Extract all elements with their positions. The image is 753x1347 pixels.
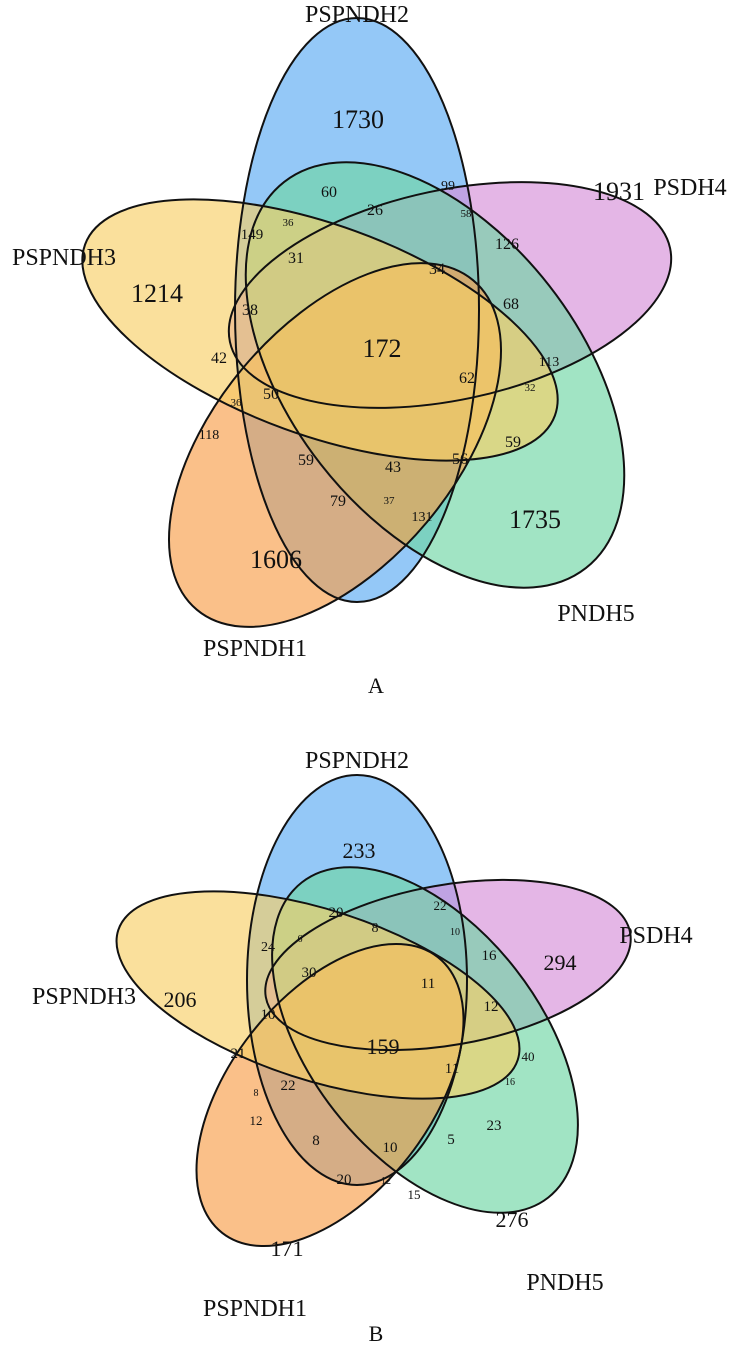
count-label: 171 [271,1236,304,1261]
count-label: 131 [412,510,433,525]
count-label: 34 [429,261,445,278]
ellipse-pspndh3 [116,891,520,1099]
count-label: 8 [372,921,379,936]
ellipse-pspndh3-outline [81,198,559,462]
count-label: 294 [544,950,577,975]
count-label: 172 [363,334,402,363]
ellipse-pspndh1-outline [168,262,502,628]
count-label: 40 [522,1049,535,1064]
count-label: 22 [434,898,447,913]
count-label: 22 [281,1078,296,1094]
count-label: 11 [421,976,435,992]
venn-ellipses-a [81,17,673,628]
panel-caption-b: B [369,1321,384,1346]
count-label: 1931 [593,177,645,206]
venn-ellipses-b [115,774,632,1248]
count-label: 30 [302,965,317,981]
set-label-pspndh1: PSPNDH1 [203,1296,307,1322]
count-label: 1735 [509,505,561,534]
count-label: 10 [383,1140,398,1156]
count-label: 68 [503,296,519,313]
count-label: 16 [482,948,498,964]
ellipse-pspndh3 [82,199,558,461]
count-label: 36 [283,217,295,229]
count-label: 159 [367,1034,400,1059]
count-label: 56 [452,451,468,468]
ellipse-pspndh2-outline [234,17,480,603]
count-label: 60 [321,184,337,201]
count-label: 43 [385,459,401,476]
count-label: 21 [231,1046,246,1062]
ellipse-pndh5-outline [244,161,626,589]
count-label: 113 [539,355,559,370]
set-label-pspndh1: PSPNDH1 [203,636,307,662]
set-label-psdh4: PSDH4 [653,175,726,201]
ellipse-pspndh3-outline [115,890,521,1100]
ellipse-pspndh1-outline [195,942,465,1248]
count-label: 32 [525,382,536,394]
count-label: 58 [461,208,473,220]
count-label: 8 [254,1088,259,1099]
set-label-pndh5: PNDH5 [526,1270,603,1296]
count-label: 10 [261,1007,276,1023]
count-label: 10 [450,927,460,938]
count-label: 6 [298,934,303,945]
set-label-psdh4: PSDH4 [619,923,692,949]
count-label: 1214 [131,279,183,308]
panel-caption-a: A [368,673,384,698]
region-counts-a: 1730 1931 1214 1735 1606 172 60 99 26 36… [131,105,645,574]
venn-panel-b: PSPNDH2 PSDH4 PSPNDH3 PNDH5 PSPNDH1 B 23… [32,748,693,1346]
count-label: 12 [381,1176,391,1187]
region-counts-b: 233 294 206 276 171 159 20 22 8 6 10 24 … [164,838,577,1261]
set-label-pspndh3: PSPNDH3 [12,245,116,271]
count-label: 20 [337,1172,352,1188]
ellipse-pndh5-outline [271,866,579,1214]
count-label: 50 [263,386,279,403]
count-label: 59 [298,452,314,469]
count-label: 233 [343,838,376,863]
ellipse-pspndh2-outline [246,774,468,1186]
set-label-pspndh3: PSPNDH3 [32,984,136,1010]
count-label: 24 [261,940,275,955]
count-label: 16 [505,1077,515,1088]
count-label: 26 [367,202,383,219]
venn-panel-a: PSPNDH2 PSDH4 PSPNDH3 PNDH5 PSPNDH1 A 17… [12,2,727,698]
count-label: 8 [312,1133,320,1149]
ellipse-psdh4-outline [227,181,673,409]
count-label: 38 [242,302,258,319]
count-label: 37 [384,495,396,507]
count-label: 276 [496,1207,529,1232]
count-label: 99 [441,179,455,194]
count-label: 12 [484,999,499,1015]
count-label: 12 [250,1113,263,1128]
count-label: 59 [505,434,521,451]
count-label: 20 [329,905,344,921]
count-label: 5 [447,1132,455,1148]
count-label: 79 [330,493,346,510]
count-label: 36 [231,397,243,409]
count-label: 1606 [250,545,302,574]
count-label: 23 [487,1118,502,1134]
count-label: 149 [241,227,264,243]
count-label: 206 [164,987,197,1012]
set-label-pndh5: PNDH5 [557,601,634,627]
count-label: 126 [495,236,519,253]
count-label: 62 [459,370,475,387]
count-label: 11 [445,1061,459,1077]
count-label: 15 [408,1187,421,1202]
set-label-pspndh2: PSPNDH2 [305,2,409,28]
count-label: 1730 [332,105,384,134]
count-label: 31 [288,250,304,267]
count-label: 118 [199,428,219,443]
count-label: 42 [211,350,227,367]
set-label-pspndh2: PSPNDH2 [305,748,409,774]
